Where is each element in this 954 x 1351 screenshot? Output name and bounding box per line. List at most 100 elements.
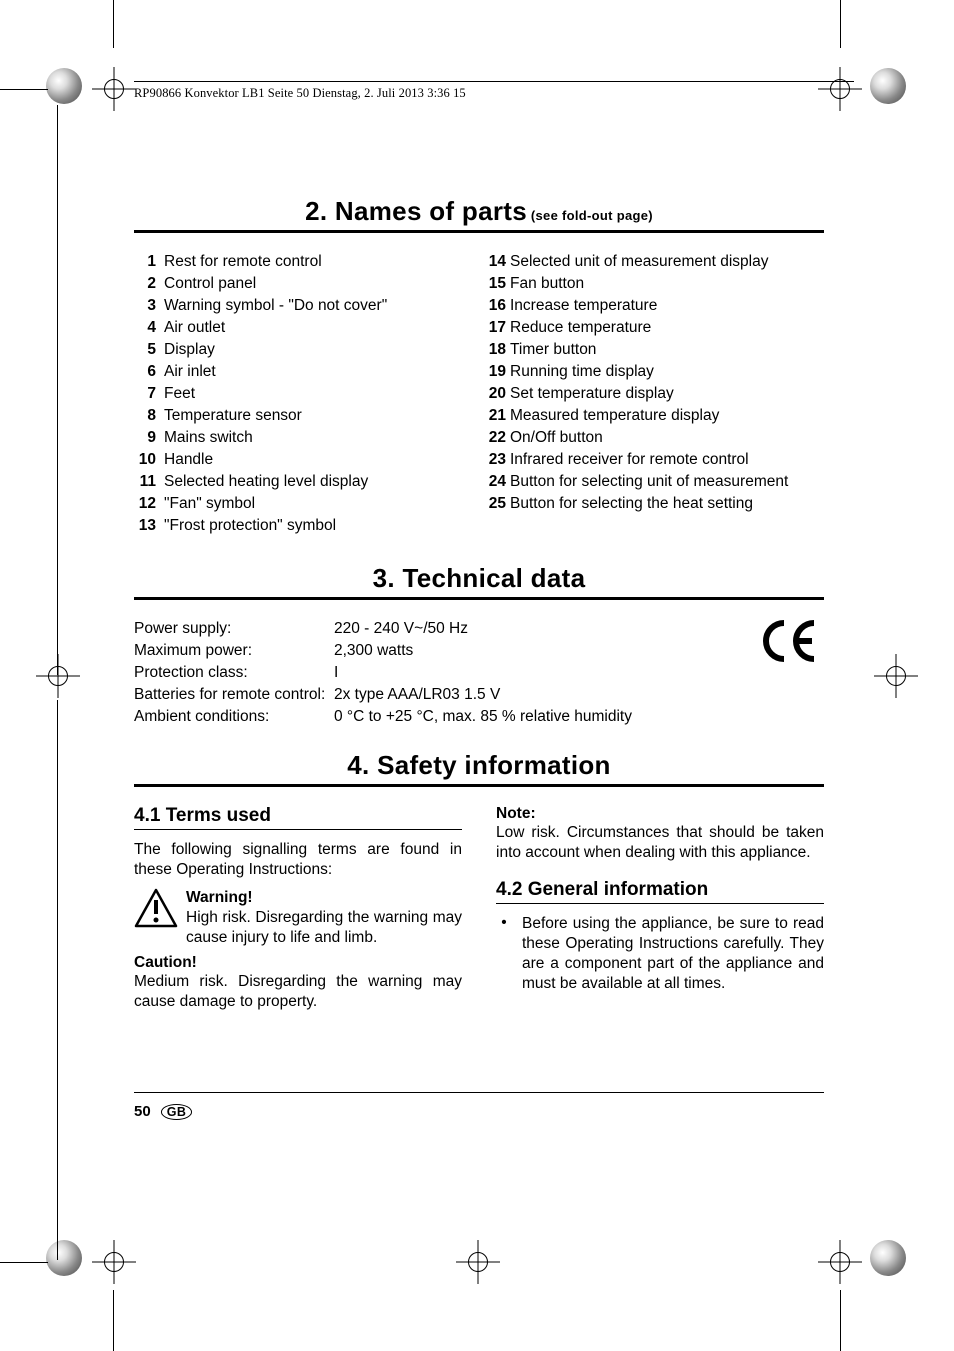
section-rule — [134, 597, 824, 600]
bullet-text: Before using the appliance, be sure to r… — [522, 914, 824, 994]
table-row: Ambient conditions:0 °C to +25 °C, max. … — [134, 706, 824, 728]
header-rule — [134, 81, 854, 82]
crop-line — [840, 1290, 841, 1351]
item-number: 18 — [484, 339, 510, 361]
item-number: 2 — [134, 273, 164, 295]
item-number: 14 — [484, 251, 510, 273]
item-number: 20 — [484, 383, 510, 405]
list-item: 17Reduce temperature — [484, 317, 824, 339]
item-number: 10 — [134, 449, 164, 471]
list-item: 20Set temperature display — [484, 383, 824, 405]
reg-sphere-icon — [46, 68, 82, 104]
tech-value: 2,300 watts — [334, 640, 824, 662]
page-number: 50 — [134, 1103, 151, 1120]
caution-text: Medium risk. Disregarding the warning ma… — [134, 972, 462, 1012]
list-item: 9Mains switch — [134, 427, 474, 449]
tech-value: I — [334, 662, 824, 684]
list-item: 3Warning symbol - "Do not cover" — [134, 295, 474, 317]
item-number: 24 — [484, 471, 510, 493]
table-row: Power supply:220 - 240 V~/50 Hz — [134, 618, 824, 640]
item-text: Reduce temperature — [510, 317, 824, 339]
parts-col-left: 1Rest for remote control 2Control panel … — [134, 251, 474, 537]
crop-line — [840, 0, 841, 48]
safety-columns: 4.1 Terms used The following signalling … — [134, 805, 824, 1012]
crop-line — [0, 1262, 48, 1263]
item-number: 8 — [134, 405, 164, 427]
list-item: 25Button for selecting the heat setting — [484, 493, 824, 515]
tech-value: 2x type AAA/LR03 1.5 V — [334, 684, 824, 706]
footer-row: 50 GB — [134, 1103, 824, 1120]
reg-cross-icon — [818, 67, 862, 111]
subsection-heading: 4.1 Terms used — [134, 805, 462, 827]
item-text: Set temperature display — [510, 383, 824, 405]
item-text: Temperature sensor — [164, 405, 474, 427]
section-subtitle: (see fold-out page) — [527, 208, 653, 223]
page-footer: 50 GB — [134, 1092, 824, 1120]
item-number: 12 — [134, 493, 164, 515]
list-item: 22On/Off button — [484, 427, 824, 449]
safety-col-right: Note: Low risk. Circumstances that shoul… — [496, 805, 824, 1012]
crop-line — [113, 1290, 114, 1351]
item-text: Air outlet — [164, 317, 474, 339]
running-header: RP90866 Konvektor LB1 Seite 50 Dienstag,… — [134, 86, 466, 101]
warning-label: Warning! — [186, 889, 253, 906]
tech-label: Batteries for remote control: — [134, 684, 334, 706]
list-item: 13"Frost protection" symbol — [134, 515, 474, 537]
note-block: Note: — [496, 805, 824, 823]
item-number: 25 — [484, 493, 510, 515]
crop-line — [57, 700, 58, 1260]
item-text: Selected heating level display — [164, 471, 474, 493]
list-item: 7Feet — [134, 383, 474, 405]
item-number: 13 — [134, 515, 164, 537]
reg-cross-icon — [36, 654, 80, 698]
item-number: 17 — [484, 317, 510, 339]
tech-label: Ambient conditions: — [134, 706, 334, 728]
table-row: Maximum power:2,300 watts — [134, 640, 824, 662]
list-item: 1Rest for remote control — [134, 251, 474, 273]
item-text: On/Off button — [510, 427, 824, 449]
item-text: Increase temperature — [510, 295, 824, 317]
content-area: 2. Names of parts (see fold-out page) 1R… — [134, 196, 824, 1012]
item-number: 19 — [484, 361, 510, 383]
crop-line — [57, 105, 58, 675]
reg-sphere-icon — [870, 1240, 906, 1276]
item-number: 11 — [134, 471, 164, 493]
section-heading-parts: 2. Names of parts (see fold-out page) — [134, 196, 824, 227]
bullet-icon: • — [496, 914, 512, 994]
list-item: 2Control panel — [134, 273, 474, 295]
item-number: 15 — [484, 273, 510, 295]
item-text: Fan button — [510, 273, 824, 295]
list-item: 16Increase temperature — [484, 295, 824, 317]
list-item: 5Display — [134, 339, 474, 361]
section-heading-tech: 3. Technical data — [134, 563, 824, 594]
item-text: Display — [164, 339, 474, 361]
item-text: Mains switch — [164, 427, 474, 449]
reg-cross-icon — [92, 1240, 136, 1284]
warning-text-block: Warning! High risk. Disregarding the war… — [186, 888, 462, 948]
footer-rule — [134, 1092, 824, 1093]
item-text: Measured temperature display — [510, 405, 824, 427]
note-label: Note: — [496, 805, 536, 822]
item-number: 5 — [134, 339, 164, 361]
list-item: 19Running time display — [484, 361, 824, 383]
warning-block: Warning! High risk. Disregarding the war… — [134, 888, 462, 948]
tech-value: 220 - 240 V~/50 Hz — [334, 618, 824, 640]
sub-rule — [134, 829, 462, 830]
section-rule — [134, 784, 824, 787]
list-item: 14Selected unit of measurement display — [484, 251, 824, 273]
section-rule — [134, 230, 824, 233]
reg-cross-icon — [92, 67, 136, 111]
list-item: 21Measured temperature display — [484, 405, 824, 427]
ce-mark-icon — [760, 618, 824, 675]
bullet-item: • Before using the appliance, be sure to… — [496, 914, 824, 994]
section-title: 2. Names of parts — [305, 196, 527, 226]
item-text: Button for selecting the heat setting — [510, 493, 824, 515]
safety-col-left: 4.1 Terms used The following signalling … — [134, 805, 462, 1012]
item-text: Running time display — [510, 361, 824, 383]
parts-list: 1Rest for remote control 2Control panel … — [134, 251, 824, 537]
list-item: 18Timer button — [484, 339, 824, 361]
tech-label: Protection class: — [134, 662, 334, 684]
sub-rule — [496, 903, 824, 904]
reg-cross-icon — [456, 1240, 500, 1284]
section-heading-safety: 4. Safety information — [134, 750, 824, 781]
